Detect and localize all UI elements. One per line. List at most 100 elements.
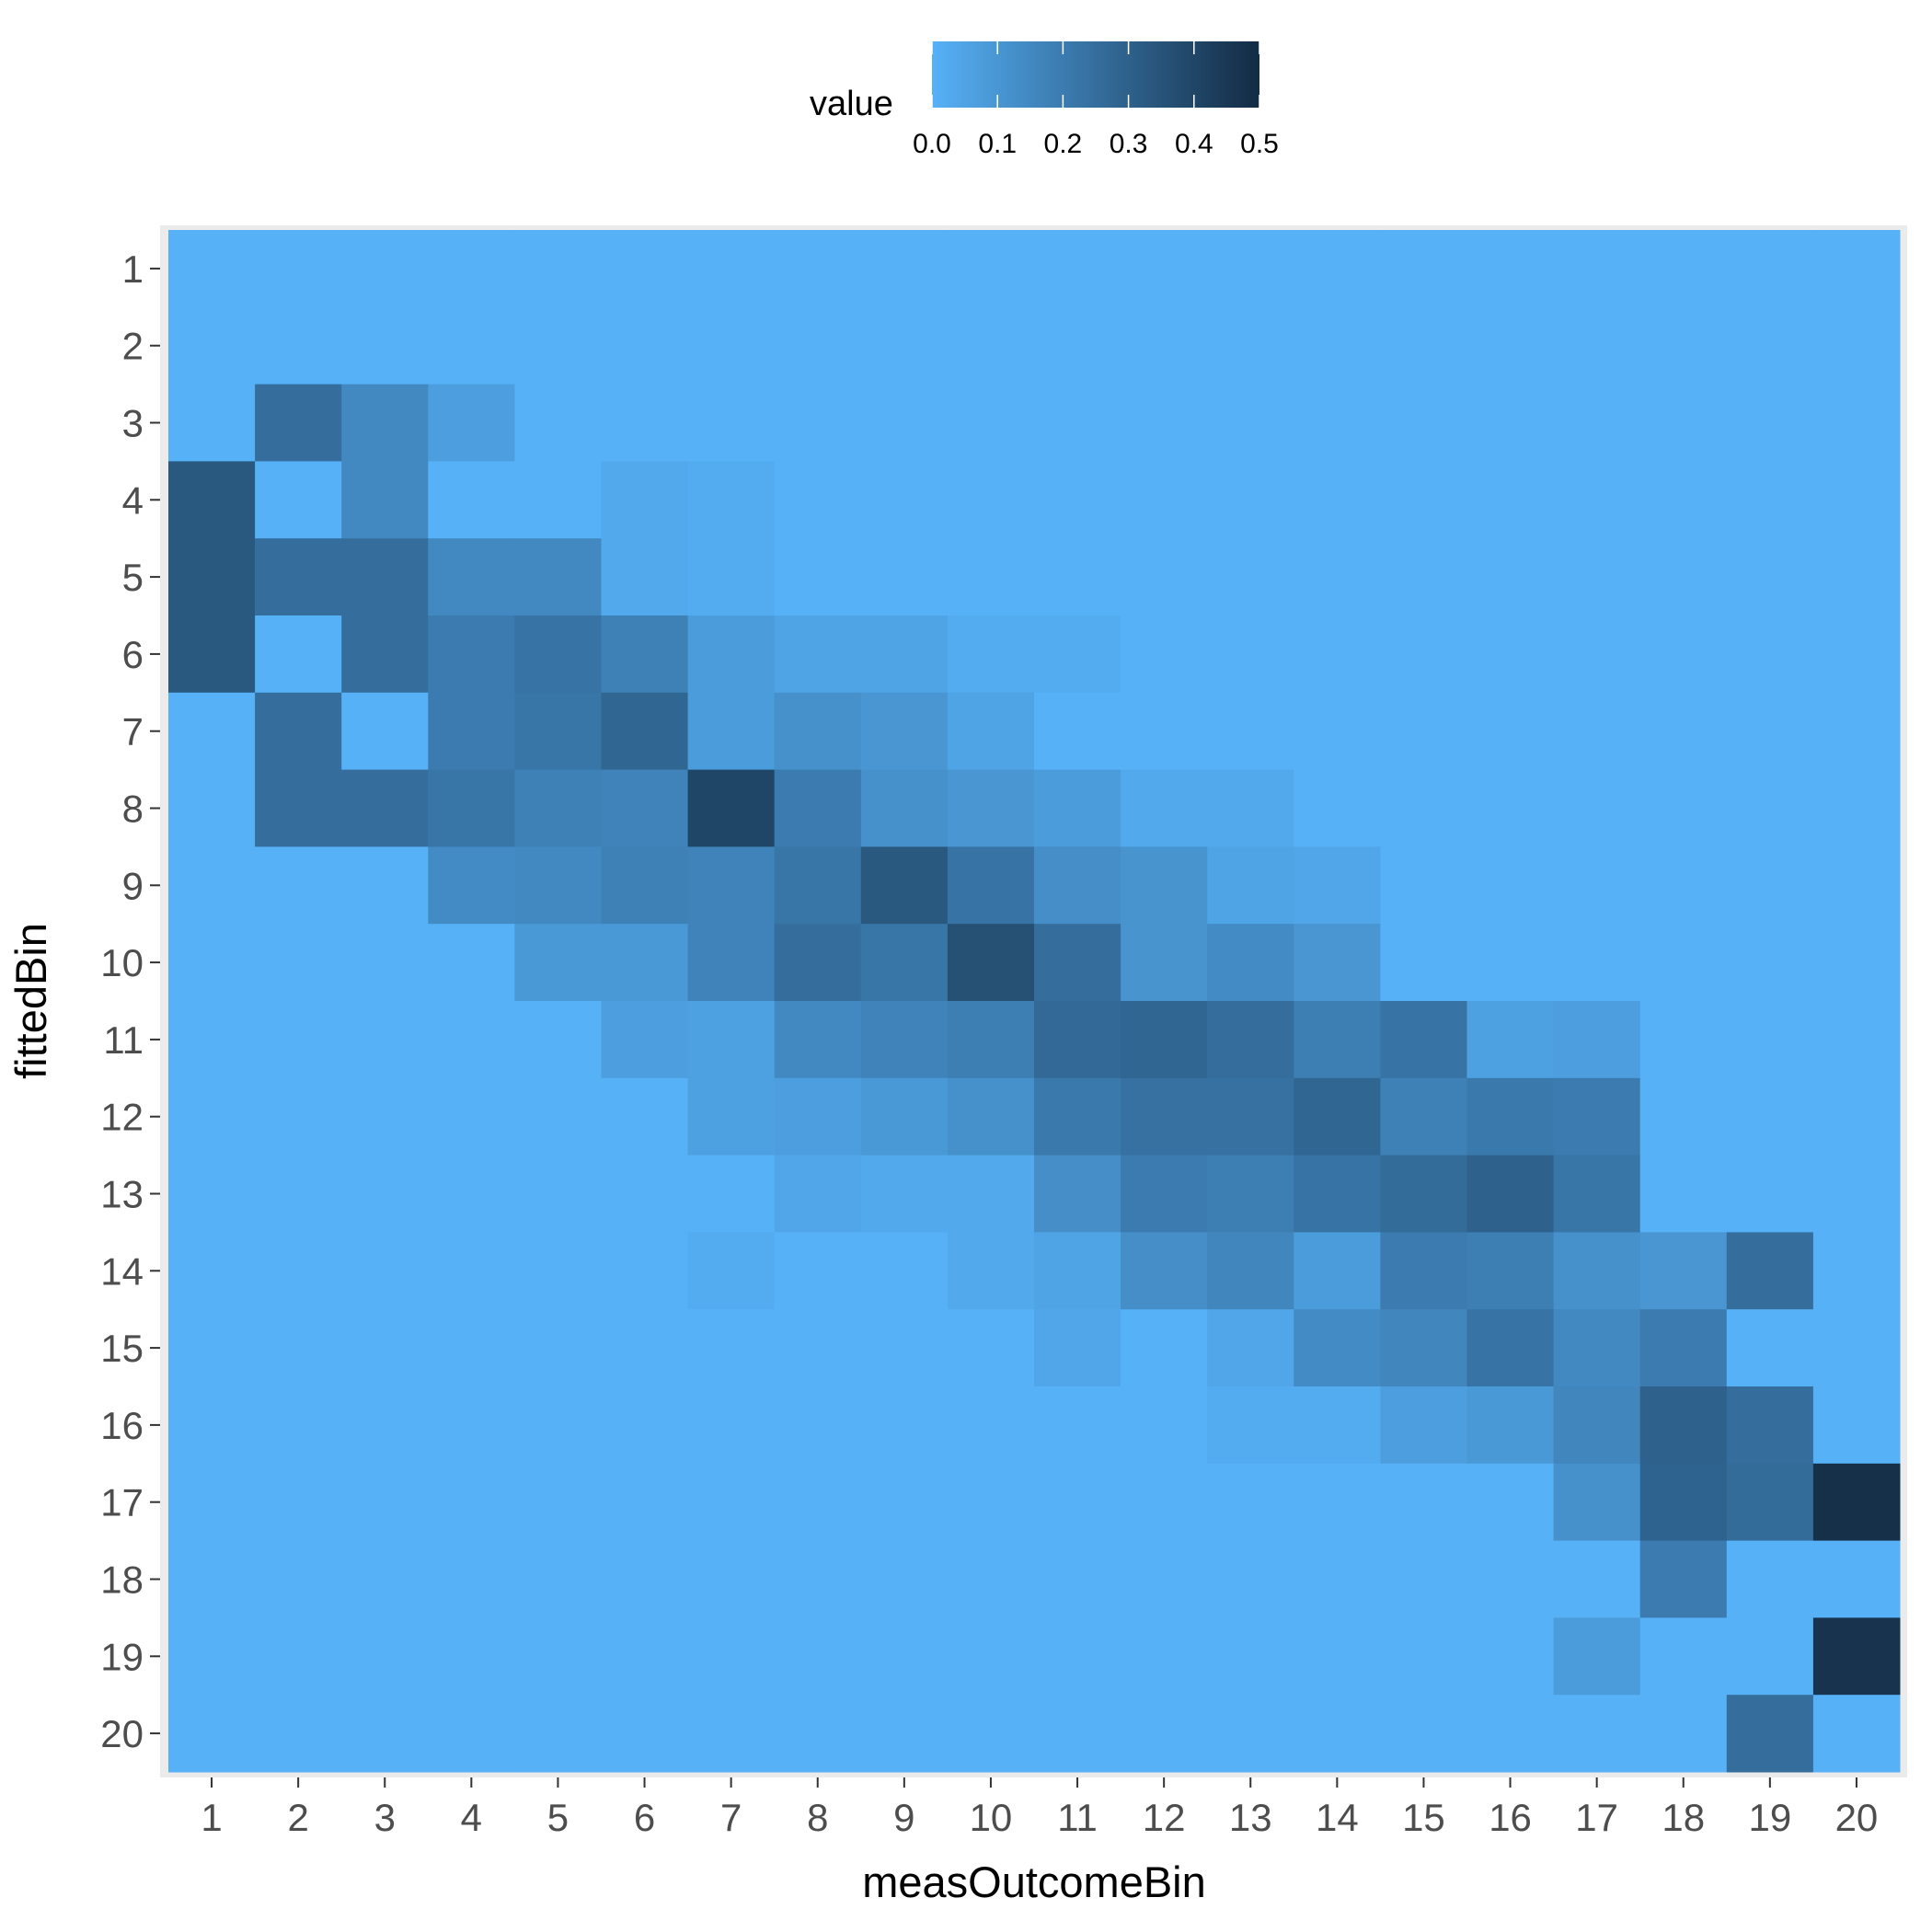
heatmap-cell bbox=[1639, 615, 1728, 694]
heatmap-cell bbox=[1466, 230, 1555, 308]
heatmap-cell bbox=[1812, 1617, 1901, 1696]
heatmap-cell bbox=[168, 306, 256, 385]
heatmap-cell bbox=[1553, 1232, 1641, 1310]
y-tick-label: 13 bbox=[100, 1173, 144, 1216]
heatmap-cell bbox=[1207, 384, 1294, 462]
heatmap-cell bbox=[1121, 461, 1208, 539]
heatmap-cell bbox=[1034, 769, 1121, 847]
heatmap-cell bbox=[601, 1232, 689, 1310]
heatmap-cell bbox=[1726, 538, 1814, 616]
heatmap-cell bbox=[947, 1463, 1035, 1542]
heatmap-cell bbox=[255, 692, 342, 771]
heatmap-cell bbox=[168, 1386, 256, 1465]
heatmap-cell bbox=[1639, 306, 1728, 385]
heatmap-cell bbox=[860, 1463, 949, 1542]
heatmap-cell bbox=[168, 1155, 256, 1233]
heatmap-cell bbox=[774, 461, 862, 539]
heatmap-cell bbox=[1466, 692, 1555, 771]
heatmap-cell bbox=[687, 769, 776, 847]
heatmap-cell bbox=[428, 384, 515, 462]
heatmap-cell bbox=[860, 461, 949, 539]
heatmap-cell bbox=[774, 1155, 862, 1233]
heatmap-cell bbox=[255, 769, 342, 847]
heatmap-cell bbox=[341, 538, 429, 616]
heatmap-cell bbox=[341, 1386, 429, 1465]
heatmap-cell bbox=[514, 1540, 602, 1618]
heatmap-cell bbox=[428, 230, 515, 308]
heatmap-cell bbox=[428, 1617, 515, 1696]
heatmap-cell bbox=[1207, 846, 1294, 925]
heatmap-cell bbox=[774, 1463, 862, 1542]
heatmap-cell bbox=[601, 615, 689, 694]
heatmap-cell bbox=[1207, 1695, 1294, 1773]
heatmap-cell bbox=[687, 230, 776, 308]
heatmap-cell bbox=[774, 692, 862, 771]
y-tick-label: 8 bbox=[122, 788, 144, 831]
heatmap-cell bbox=[341, 1309, 429, 1387]
heatmap-cell bbox=[601, 1155, 689, 1233]
y-tick-label: 15 bbox=[100, 1327, 144, 1370]
heatmap-cell bbox=[1121, 692, 1208, 771]
heatmap-cell bbox=[168, 769, 256, 847]
heatmap-cell bbox=[1726, 1695, 1814, 1773]
heatmap-cell bbox=[1639, 1386, 1728, 1465]
heatmap-cell bbox=[774, 230, 862, 308]
legend-tick-label: 0.5 bbox=[1240, 129, 1279, 159]
heatmap-cell bbox=[687, 1001, 776, 1079]
heatmap-cell bbox=[1034, 230, 1121, 308]
heatmap-cell bbox=[341, 846, 429, 925]
heatmap-cell bbox=[1553, 692, 1641, 771]
heatmap-cell bbox=[774, 1077, 862, 1156]
heatmap-cell bbox=[1380, 1001, 1467, 1079]
heatmap-cell bbox=[774, 1386, 862, 1465]
heatmap-cell bbox=[255, 846, 342, 925]
heatmap-cell bbox=[514, 1232, 602, 1310]
y-tick-label: 2 bbox=[122, 325, 144, 368]
heatmap-cell bbox=[1639, 1155, 1728, 1233]
y-tick-label: 6 bbox=[122, 633, 144, 676]
heatmap-cell bbox=[168, 1309, 256, 1387]
heatmap-cell bbox=[1812, 924, 1901, 1002]
heatmap-cell bbox=[1812, 769, 1901, 847]
heatmap-cell bbox=[601, 306, 689, 385]
heatmap-cell bbox=[1466, 924, 1555, 1002]
legend-tick-label: 0.0 bbox=[913, 129, 951, 159]
heatmap-cell bbox=[774, 1001, 862, 1079]
heatmap-cell bbox=[601, 538, 689, 616]
heatmap-cell bbox=[1466, 846, 1555, 925]
heatmap-cell bbox=[1121, 1386, 1208, 1465]
heatmap-cell bbox=[341, 692, 429, 771]
heatmap-cell bbox=[255, 1386, 342, 1465]
heatmap-cell bbox=[255, 1155, 342, 1233]
heatmap-cell bbox=[1207, 1617, 1294, 1696]
heatmap-cell bbox=[1639, 1232, 1728, 1310]
heatmap-cell bbox=[1294, 1232, 1381, 1310]
heatmap-cell bbox=[514, 306, 602, 385]
y-tick-label: 11 bbox=[103, 1018, 144, 1062]
heatmap-cell bbox=[687, 615, 776, 694]
heatmap-cell bbox=[860, 384, 949, 462]
heatmap-cell bbox=[1639, 1077, 1728, 1156]
x-tick-label: 11 bbox=[1057, 1796, 1098, 1839]
heatmap-cell bbox=[947, 1001, 1035, 1079]
heatmap-cell bbox=[1380, 306, 1467, 385]
heatmap-cell bbox=[1380, 924, 1467, 1002]
heatmap-cell bbox=[1639, 1309, 1728, 1387]
heatmap-cell bbox=[601, 1077, 689, 1156]
heatmap-cell bbox=[341, 1617, 429, 1696]
heatmap-cells bbox=[168, 230, 1901, 1773]
x-tick-label: 3 bbox=[374, 1796, 396, 1839]
y-tick-label: 12 bbox=[100, 1096, 144, 1139]
heatmap-cell bbox=[1294, 1155, 1381, 1233]
heatmap-cell bbox=[428, 1077, 515, 1156]
heatmap-cell bbox=[255, 924, 342, 1002]
heatmap-cell bbox=[687, 1309, 776, 1387]
heatmap-cell bbox=[687, 1077, 776, 1156]
heatmap-cell bbox=[1726, 1232, 1814, 1310]
heatmap-cell bbox=[687, 1617, 776, 1696]
heatmap-cell bbox=[947, 461, 1035, 539]
heatmap-cell bbox=[255, 1077, 342, 1156]
x-tick-label: 10 bbox=[970, 1796, 1013, 1839]
